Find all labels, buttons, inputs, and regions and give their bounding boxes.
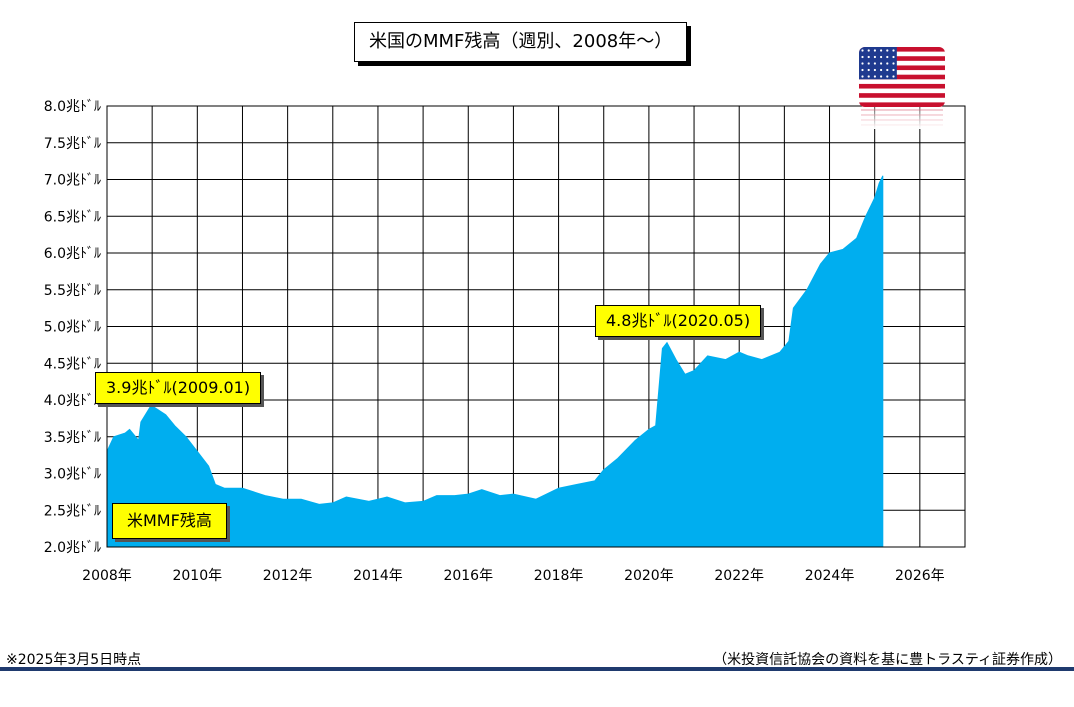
y-tick-label: 3.5兆ﾄﾞﾙ — [44, 430, 101, 446]
chart-title: 米国のMMF残高（週別、2008年～） — [354, 22, 688, 62]
annotation-2009-peak: 3.9兆ﾄﾞﾙ(2009.01) — [95, 372, 262, 404]
x-tick-label: 2008年 — [82, 568, 132, 584]
x-tick-label: 2020年 — [624, 568, 674, 584]
axis-layer: 2.0兆ﾄﾞﾙ 2.5兆ﾄﾞﾙ 3.0兆ﾄﾞﾙ 3.5兆ﾄﾞﾙ 4.0兆ﾄﾞﾙ 4.5兆ﾄ… — [44, 99, 966, 584]
y-tick-label: 6.0兆ﾄﾞﾙ — [44, 246, 101, 262]
x-tick-label: 2024年 — [805, 568, 855, 584]
footnote-source: （米投資信託協会の資料を基に豊トラスティ証券作成） — [713, 652, 1062, 668]
x-tick-label: 2012年 — [263, 568, 313, 584]
x-tick-label: 2026年 — [895, 568, 945, 584]
area-layer — [106, 175, 884, 548]
x-tick-label: 2022年 — [714, 568, 764, 584]
x-tick-label: 2016年 — [443, 568, 493, 584]
x-tick-label: 2014年 — [353, 568, 403, 584]
y-tick-label: 3.0兆ﾄﾞﾙ — [44, 467, 101, 483]
y-tick-label: 6.5兆ﾄﾞﾙ — [44, 209, 101, 225]
x-tick-label: 2010年 — [172, 568, 222, 584]
y-tick-label: 5.0兆ﾄﾞﾙ — [44, 320, 101, 336]
y-tick-label: 2.5兆ﾄﾞﾙ — [44, 503, 101, 519]
y-tick-label: 5.5兆ﾄﾞﾙ — [44, 283, 101, 299]
bottom-rule — [0, 667, 1074, 671]
footnote-date: ※2025年3月5日時点 — [6, 652, 142, 668]
plot-border — [106, 105, 966, 548]
y-tick-label: 4.0兆ﾄﾞﾙ — [44, 393, 101, 409]
legend-mmf-balance: 米MMF残高 — [112, 503, 227, 539]
y-tick-label: 7.0兆ﾄﾞﾙ — [44, 173, 101, 189]
us-flag-icon — [859, 47, 945, 129]
y-tick-label: 8.0兆ﾄﾞﾙ — [44, 99, 101, 115]
annotation-2020-peak: 4.8兆ﾄﾞﾙ(2020.05) — [595, 305, 762, 337]
y-tick-label: 2.0兆ﾄﾞﾙ — [44, 540, 101, 556]
series-area-mmf — [106, 175, 884, 548]
y-tick-label: 7.5兆ﾄﾞﾙ — [44, 136, 101, 152]
y-tick-label: 4.5兆ﾄﾞﾙ — [44, 356, 101, 372]
x-tick-label: 2018年 — [534, 568, 584, 584]
